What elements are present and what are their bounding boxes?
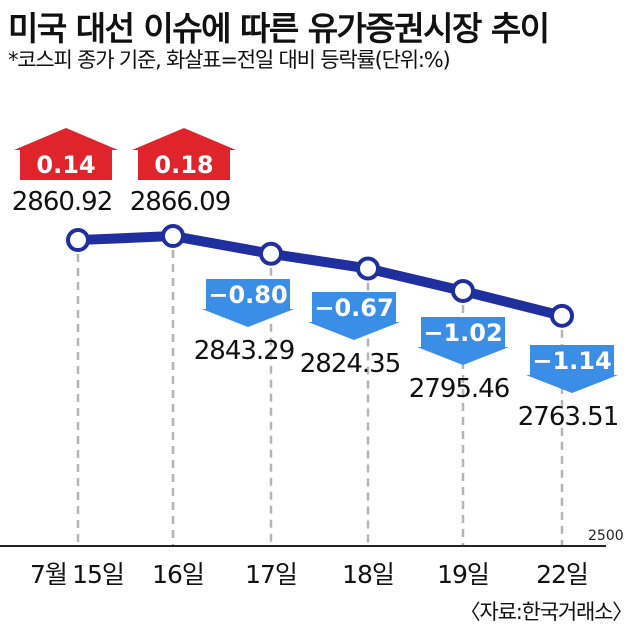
down-arrow xyxy=(417,317,509,365)
data-point xyxy=(451,278,475,303)
x-tick-label: 19일 xyxy=(437,560,489,589)
data-point xyxy=(66,228,90,253)
data-point xyxy=(259,241,283,266)
chart-title: 미국 대선 이슈에 따른 유가증권시장 추이 xyxy=(8,9,550,48)
data-point xyxy=(161,224,185,249)
value-label: 2824.35 xyxy=(300,349,401,379)
down-arrow xyxy=(202,279,294,327)
value-label: 2843.29 xyxy=(194,336,295,366)
up-arrow xyxy=(14,128,118,180)
down-arrow xyxy=(526,345,618,393)
series-line xyxy=(73,231,567,321)
data-point xyxy=(550,303,574,328)
value-label: 2866.09 xyxy=(130,187,231,217)
x-tick-label: 18일 xyxy=(342,560,394,589)
change-label: −0.67 xyxy=(314,294,393,322)
baseline-label: 2500 xyxy=(588,528,624,544)
down-arrow xyxy=(308,292,400,340)
change-label: 0.14 xyxy=(36,151,95,179)
up-arrow xyxy=(132,128,236,180)
change-label: 0.18 xyxy=(154,151,213,179)
x-tick-label: 16일 xyxy=(152,560,204,589)
chart-subtitle: *코스피 종가 기준, 화살표=전일 대비 등락률(단위:%) xyxy=(8,48,451,72)
value-label: 2795.46 xyxy=(409,374,510,404)
x-tick-label: 17일 xyxy=(245,560,297,589)
value-label: 2763.51 xyxy=(518,402,619,432)
change-label: −0.80 xyxy=(208,281,287,309)
source-note: 〈자료:한국거래소〉 xyxy=(459,600,634,624)
x-tick-label: 22일 xyxy=(536,560,588,589)
x-tick-label: 7월 xyxy=(30,560,67,589)
change-label: −1.14 xyxy=(532,347,611,375)
x-tick-label: 15일 xyxy=(72,560,124,589)
value-label: 2860.92 xyxy=(12,187,113,217)
change-label: −1.02 xyxy=(423,319,502,347)
data-point xyxy=(356,256,380,281)
